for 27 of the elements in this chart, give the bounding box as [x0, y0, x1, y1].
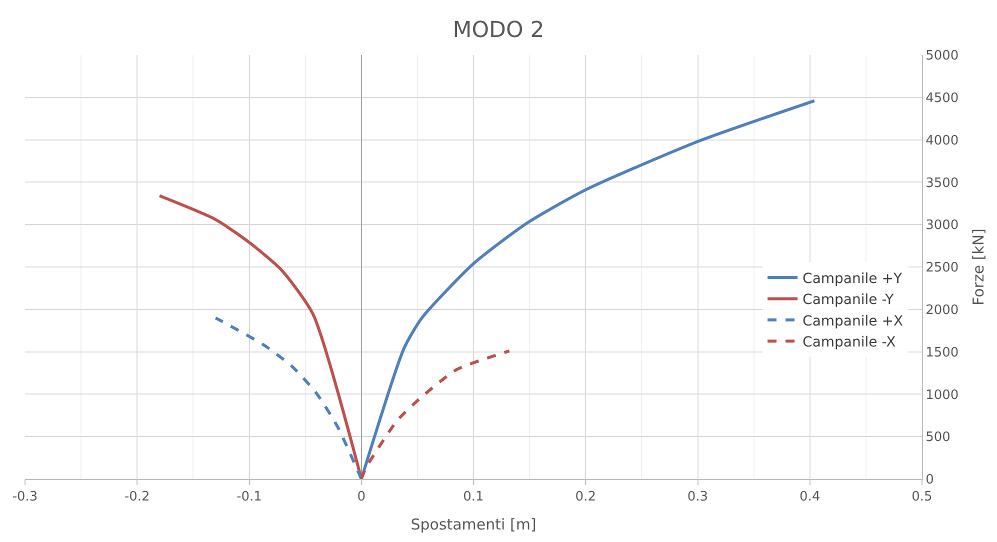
y-tick-label: 2500	[926, 260, 959, 276]
x-tick-label: -0.3	[12, 490, 38, 505]
x-tick-label: 0.4	[800, 490, 820, 505]
y-axis-title: Forze [kN]	[970, 228, 988, 306]
y-tick-label: 0	[926, 472, 934, 488]
legend-label: Campanile -Y	[802, 292, 894, 308]
y-tick-label: 4000	[926, 133, 959, 148]
y-tick-label: 5000	[926, 48, 959, 64]
x-tick-label: 0.1	[463, 490, 484, 505]
y-tick-label: 1000	[926, 388, 959, 403]
y-tick-label: 2000	[926, 302, 959, 318]
y-tick-label: 3500	[926, 176, 959, 191]
x-tick-label: -0.1	[236, 490, 262, 505]
legend-label: Campanile -X	[802, 334, 896, 351]
x-tick-label: -0.2	[124, 490, 150, 505]
legend-label: Campanile +X	[802, 313, 904, 330]
y-tick-label: 3000	[926, 218, 959, 234]
x-tick-label: 0	[357, 490, 366, 505]
x-tick-label: 0.5	[912, 490, 932, 505]
y-tick-label: 500	[926, 430, 950, 446]
chart-title: MODO 2	[452, 18, 544, 44]
x-axis-title: Spostamenti [m]	[410, 516, 536, 534]
y-tick-label: 4500	[926, 90, 959, 106]
x-tick-label: 0.2	[575, 490, 596, 505]
x-tick-label: 0.3	[687, 490, 708, 505]
legend-label: Campanile +Y	[802, 270, 902, 287]
y-tick-label: 1500	[926, 345, 959, 360]
